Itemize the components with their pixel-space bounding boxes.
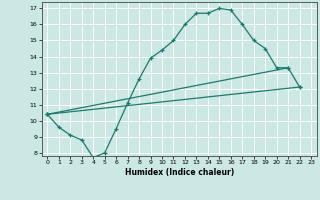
X-axis label: Humidex (Indice chaleur): Humidex (Indice chaleur) [124, 168, 234, 177]
